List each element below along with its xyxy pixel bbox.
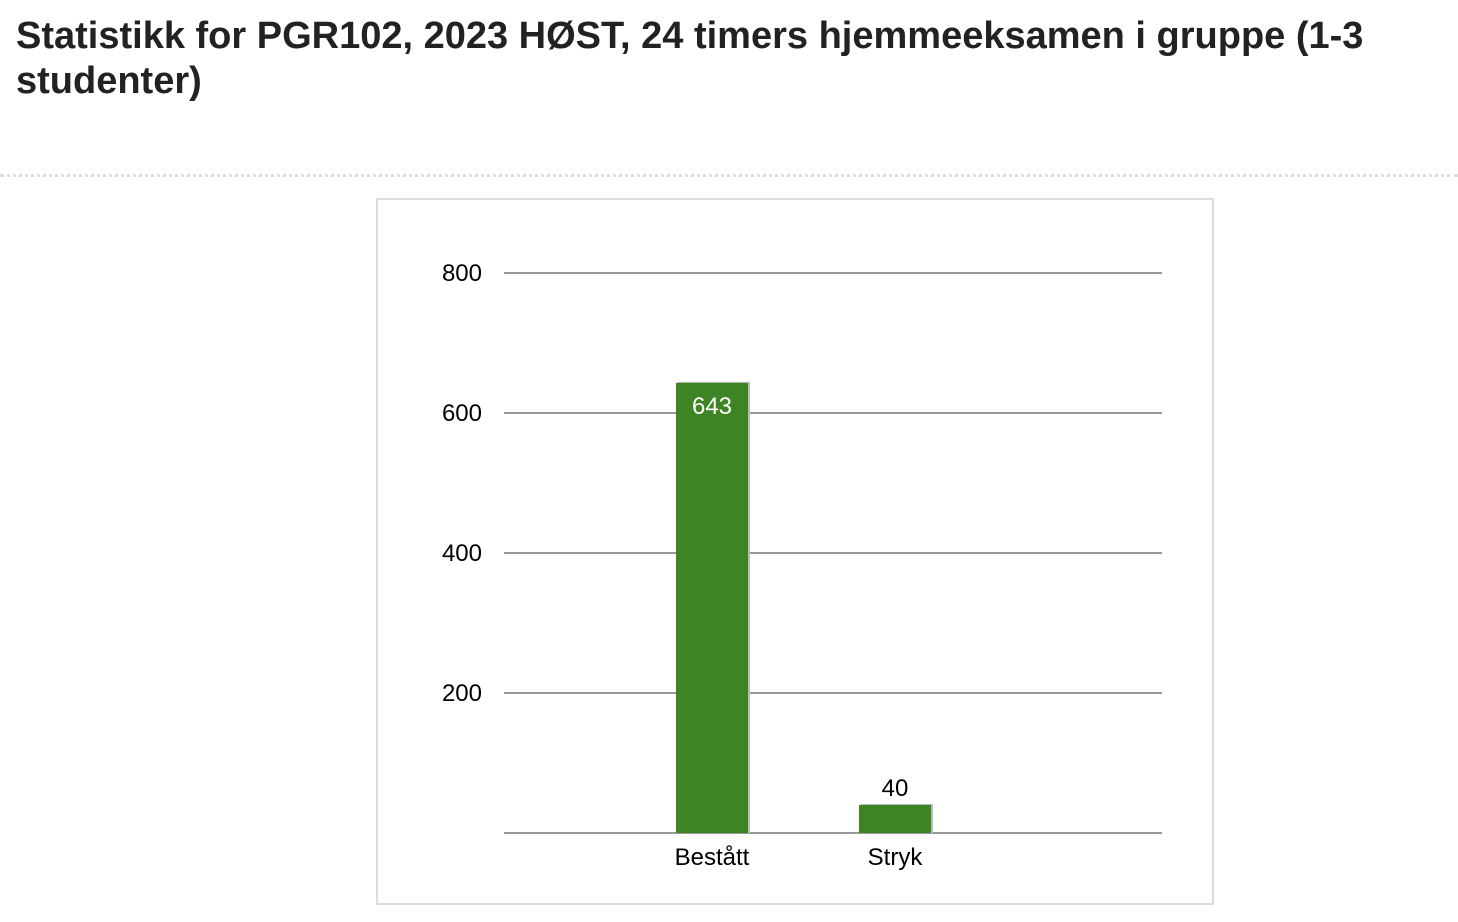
y-tick-label: 800 bbox=[442, 260, 482, 287]
x-tick-label: Stryk bbox=[868, 844, 924, 871]
bar bbox=[859, 805, 931, 833]
bar-value-label: 40 bbox=[882, 775, 909, 802]
section-divider bbox=[0, 174, 1458, 177]
bar-value-label: 643 bbox=[692, 393, 732, 420]
page-title: Statistikk for PGR102, 2023 HØST, 24 tim… bbox=[16, 15, 1364, 102]
y-tick-label: 600 bbox=[442, 400, 482, 427]
x-tick-label: Bestått bbox=[675, 844, 750, 871]
y-tick-label: 200 bbox=[442, 680, 482, 707]
y-tick-label: 400 bbox=[442, 540, 482, 567]
bar-chart: 200 400 600 800 643 Bestått 40 Stryk bbox=[442, 260, 1162, 871]
bar bbox=[676, 382, 748, 833]
chart-container: 200 400 600 800 643 Bestått 40 Stryk bbox=[376, 198, 1214, 905]
